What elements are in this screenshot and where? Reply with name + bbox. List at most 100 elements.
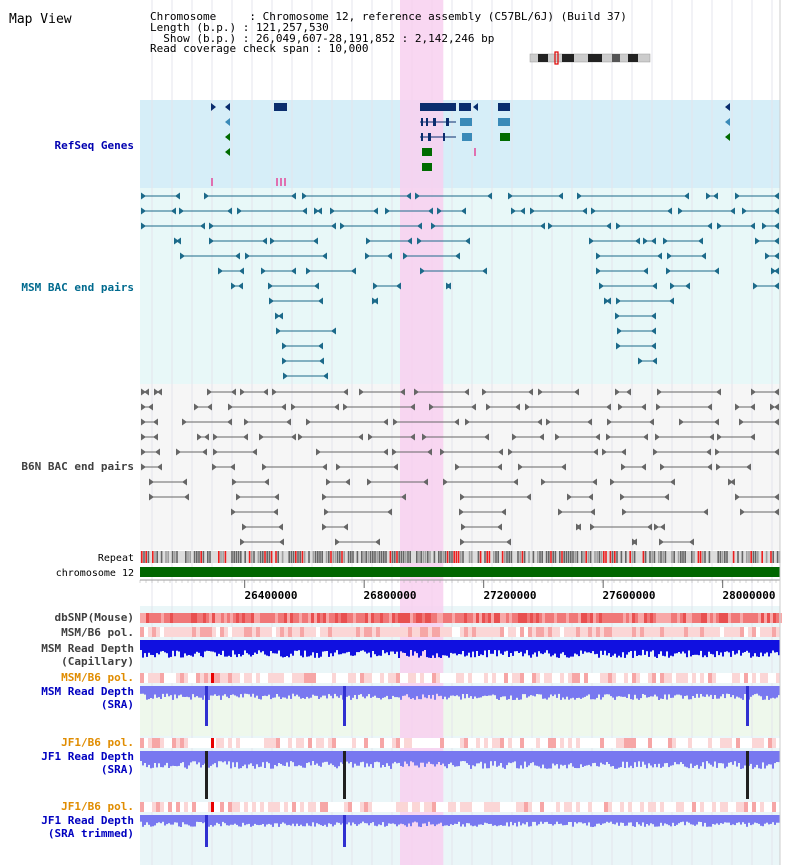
read-depth-bin[interactable] bbox=[144, 640, 146, 654]
read-depth-bin[interactable] bbox=[668, 686, 670, 695]
read-depth-bin[interactable] bbox=[380, 815, 382, 826]
gene-feature[interactable] bbox=[498, 103, 510, 111]
read-depth-bin[interactable] bbox=[460, 686, 462, 700]
track-label-msm-b6-pol[interactable]: MSM/B6 pol. bbox=[61, 626, 134, 639]
polymorphism-bin[interactable] bbox=[444, 673, 448, 683]
bac-end-marker[interactable] bbox=[617, 327, 622, 335]
polymorphism-bin[interactable] bbox=[228, 627, 232, 637]
read-depth-bin[interactable] bbox=[546, 751, 548, 769]
read-depth-bin[interactable] bbox=[234, 640, 236, 655]
polymorphism-bin[interactable] bbox=[752, 627, 756, 637]
read-depth-bin[interactable] bbox=[674, 640, 676, 654]
dbsnp-density-bin[interactable] bbox=[752, 613, 755, 623]
read-depth-bin[interactable] bbox=[412, 686, 414, 699]
read-depth-bin[interactable] bbox=[396, 640, 398, 652]
read-depth-bin[interactable] bbox=[202, 815, 204, 824]
dbsnp-density-bin[interactable] bbox=[437, 613, 440, 623]
read-depth-bin[interactable] bbox=[330, 751, 332, 764]
read-depth-bin[interactable] bbox=[500, 640, 502, 654]
read-depth-bin[interactable] bbox=[496, 751, 498, 767]
polymorphism-bin[interactable] bbox=[168, 802, 172, 812]
read-depth-bin[interactable] bbox=[566, 640, 568, 658]
dbsnp-density-bin[interactable] bbox=[551, 613, 554, 623]
read-depth-bin[interactable] bbox=[638, 640, 640, 656]
polymorphism-bin[interactable] bbox=[664, 627, 668, 637]
read-depth-bin[interactable] bbox=[298, 686, 300, 697]
read-depth-bin[interactable] bbox=[148, 640, 150, 653]
read-depth-bin[interactable] bbox=[220, 686, 222, 700]
read-depth-bin[interactable] bbox=[568, 640, 570, 658]
read-depth-bin[interactable] bbox=[410, 751, 412, 762]
read-depth-bin[interactable] bbox=[668, 640, 670, 658]
read-depth-bin[interactable] bbox=[774, 751, 776, 764]
read-depth-bin[interactable] bbox=[774, 686, 776, 699]
polymorphism-bin[interactable] bbox=[528, 673, 532, 683]
read-depth-bin[interactable] bbox=[528, 815, 530, 827]
read-depth-bin[interactable] bbox=[696, 640, 698, 655]
dbsnp-density-bin[interactable] bbox=[647, 613, 650, 623]
bac-end-marker[interactable] bbox=[144, 388, 149, 396]
polymorphism-bin[interactable] bbox=[668, 673, 672, 683]
dbsnp-density-bin[interactable] bbox=[146, 613, 149, 623]
polymorphism-bin[interactable] bbox=[164, 673, 168, 683]
bac-end-marker[interactable] bbox=[582, 207, 587, 215]
polymorphism-bin[interactable] bbox=[776, 738, 780, 748]
polymorphism-bin[interactable] bbox=[436, 738, 440, 748]
read-depth-bin[interactable] bbox=[366, 640, 368, 654]
bac-end-marker[interactable] bbox=[437, 207, 442, 215]
bac-end-marker[interactable] bbox=[204, 192, 209, 200]
read-depth-bin[interactable] bbox=[142, 640, 144, 658]
read-depth-bin[interactable] bbox=[268, 686, 270, 695]
polymorphism-bin[interactable] bbox=[604, 738, 608, 748]
read-depth-bin[interactable] bbox=[160, 640, 162, 652]
read-depth-bin[interactable] bbox=[354, 815, 356, 825]
read-depth-bin[interactable] bbox=[482, 686, 484, 697]
read-depth-bin[interactable] bbox=[754, 686, 756, 695]
bac-end-marker[interactable] bbox=[593, 448, 598, 456]
read-depth-bin[interactable] bbox=[408, 686, 410, 698]
read-depth-bin[interactable] bbox=[580, 751, 582, 765]
polymorphism-bin[interactable] bbox=[360, 673, 364, 683]
read-depth-bin[interactable] bbox=[178, 640, 180, 652]
polymorphism-bin[interactable] bbox=[344, 627, 348, 637]
bac-end-marker[interactable] bbox=[530, 207, 535, 215]
dbsnp-density-bin[interactable] bbox=[575, 613, 578, 623]
polymorphism-bin[interactable] bbox=[692, 738, 696, 748]
read-depth-bin[interactable] bbox=[434, 815, 436, 827]
gene-feature[interactable] bbox=[474, 148, 476, 156]
read-depth-bin[interactable] bbox=[656, 751, 658, 768]
read-depth-bin[interactable] bbox=[334, 640, 336, 653]
repeat-element[interactable] bbox=[325, 551, 328, 563]
read-depth-bin[interactable] bbox=[454, 815, 456, 824]
polymorphism-bin[interactable] bbox=[704, 738, 708, 748]
read-depth-bin[interactable] bbox=[478, 686, 480, 698]
polymorphism-bin[interactable] bbox=[332, 802, 336, 812]
polymorphism-bin[interactable] bbox=[620, 673, 624, 683]
read-depth-bin[interactable] bbox=[746, 815, 748, 827]
read-depth-bin[interactable] bbox=[536, 640, 538, 657]
read-depth-bin[interactable] bbox=[714, 751, 716, 762]
read-depth-bin[interactable] bbox=[696, 751, 698, 765]
read-depth-bin[interactable] bbox=[190, 751, 192, 763]
read-depth-bin[interactable] bbox=[776, 751, 778, 762]
read-depth-bin[interactable] bbox=[406, 640, 408, 656]
bac-end-marker[interactable] bbox=[336, 463, 341, 471]
polymorphism-bin[interactable] bbox=[488, 802, 492, 812]
repeat-element[interactable] bbox=[750, 551, 752, 563]
bac-end-marker[interactable] bbox=[465, 237, 470, 245]
dbsnp-density-bin[interactable] bbox=[443, 613, 446, 623]
read-depth-bin[interactable] bbox=[558, 686, 560, 694]
repeat-element[interactable] bbox=[673, 551, 675, 563]
polymorphism-bin[interactable] bbox=[512, 673, 516, 683]
read-depth-bin[interactable] bbox=[154, 751, 156, 763]
polymorphism-bin[interactable] bbox=[300, 673, 304, 683]
read-depth-bin[interactable] bbox=[664, 751, 666, 764]
polymorphism-bin[interactable] bbox=[736, 673, 740, 683]
read-depth-bin[interactable] bbox=[764, 815, 766, 824]
bac-end-marker[interactable] bbox=[589, 237, 594, 245]
read-depth-bin[interactable] bbox=[454, 751, 456, 767]
polymorphism-bin[interactable] bbox=[272, 673, 276, 683]
read-depth-bin[interactable] bbox=[726, 751, 728, 767]
bac-end-marker[interactable] bbox=[443, 478, 448, 486]
read-depth-bin[interactable] bbox=[554, 640, 556, 654]
